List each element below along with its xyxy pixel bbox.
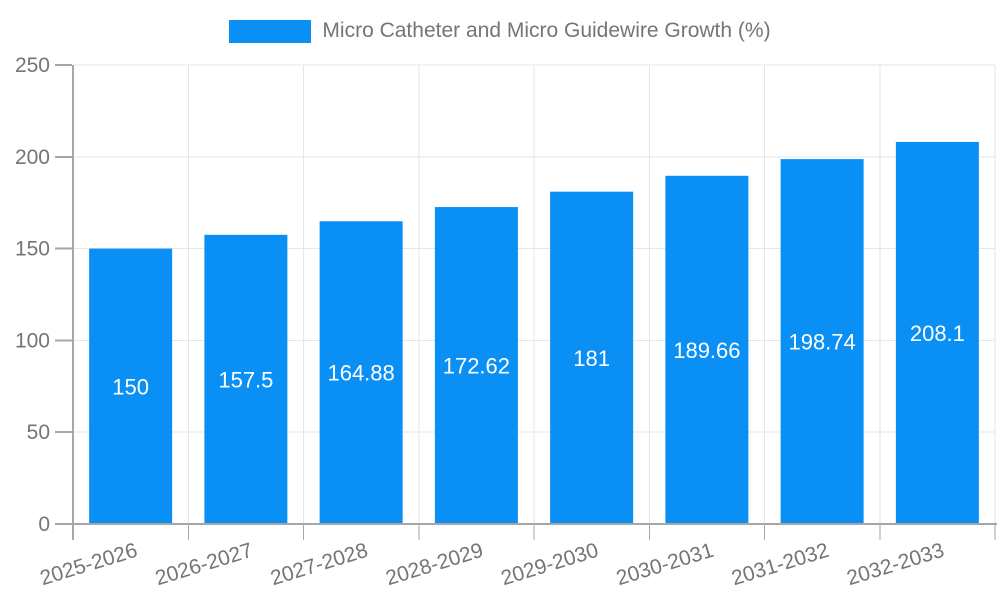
x-axis-tick-label: 2030-2031: [614, 539, 717, 590]
bar[interactable]: [434, 207, 518, 524]
bar-value-label: 164.88: [327, 361, 394, 386]
x-axis-tick-label: 2028-2029: [383, 539, 486, 590]
bar-value-label: 172.62: [443, 354, 510, 379]
legend-swatch[interactable]: [229, 19, 312, 43]
x-axis-tick-label: 2029-2030: [498, 539, 601, 590]
bar-value-label: 198.74: [788, 330, 855, 355]
y-axis-tick-label: 200: [15, 146, 50, 169]
legend-series-label[interactable]: Micro Catheter and Micro Guidewire Growt…: [322, 19, 771, 42]
bar-value-label: 181: [573, 346, 610, 371]
y-axis-tick-label: 0: [38, 513, 50, 536]
y-axis-tick-label: 100: [15, 329, 50, 352]
bar-value-label: 157.5: [218, 367, 273, 392]
x-axis-tick-label: 2026-2027: [153, 539, 256, 590]
bar[interactable]: [665, 175, 749, 524]
bar[interactable]: [780, 159, 864, 525]
chart-legend[interactable]: Micro Catheter and Micro Guidewire Growt…: [0, 19, 1000, 43]
x-axis-tick-label: 2032-2033: [844, 539, 947, 590]
y-axis-tick-label: 50: [27, 421, 50, 444]
bar[interactable]: [204, 234, 288, 524]
y-axis-tick-label: 150: [15, 238, 50, 261]
x-axis-tick-label: 2025-2026: [37, 539, 140, 590]
bar-value-label: 208.1: [910, 321, 965, 346]
bar-value-label: 189.66: [673, 338, 740, 363]
bar[interactable]: [89, 248, 173, 524]
bar-value-label: 150: [112, 374, 149, 399]
x-axis-tick-label: 2027-2028: [268, 539, 371, 590]
bar[interactable]: [550, 191, 634, 524]
y-axis-tick-label: 250: [15, 54, 50, 77]
bar[interactable]: [895, 141, 979, 524]
bar[interactable]: [319, 221, 403, 524]
x-axis-tick-label: 2031-2032: [729, 539, 832, 590]
